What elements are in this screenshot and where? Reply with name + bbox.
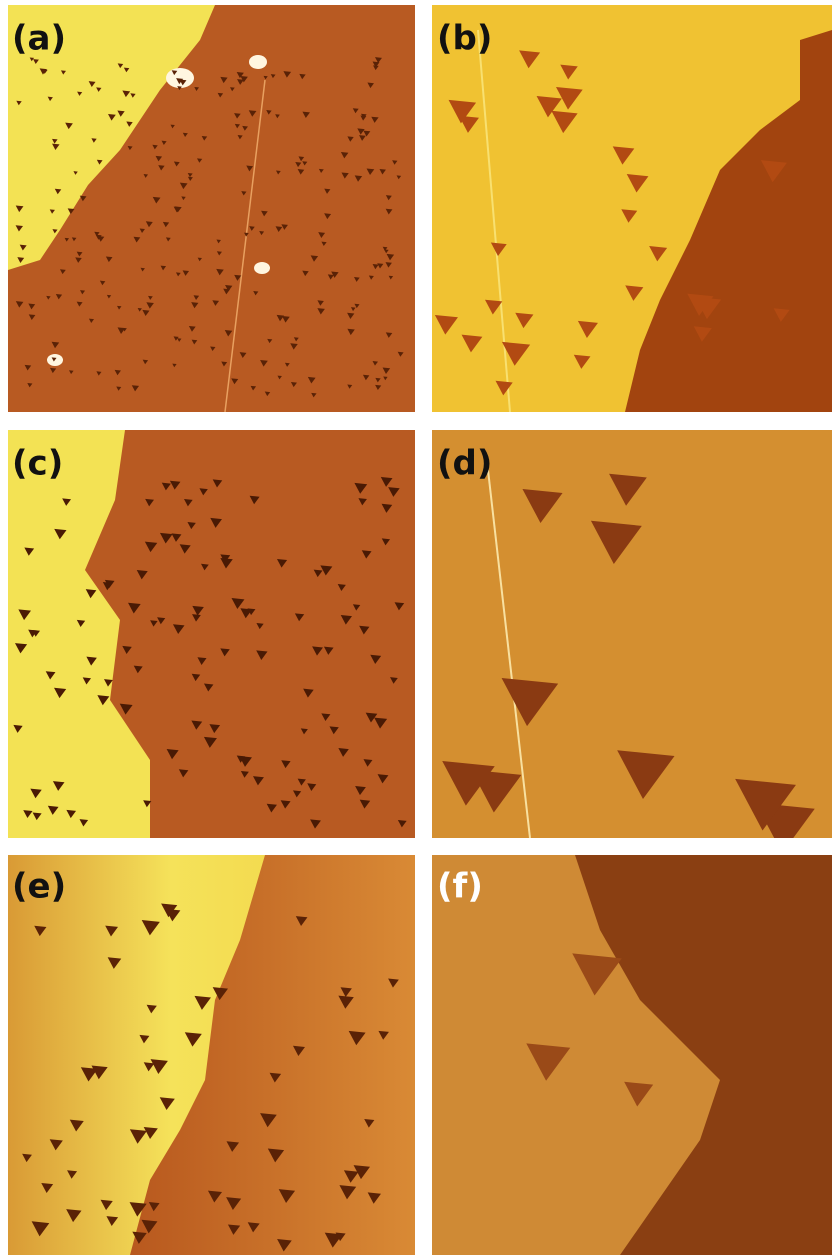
figure: (a) (b) (c) (d) (e) (f) [0, 0, 832, 1260]
panel-label: (c) [12, 444, 63, 484]
panel-label: (a) [12, 19, 66, 59]
adsorbate [249, 55, 267, 69]
panel-f [432, 855, 832, 1255]
panel-c [8, 430, 415, 838]
panel-label: (d) [437, 444, 492, 484]
page: (a) (b) (c) (d) (e) (f) (() => { const d… [0, 0, 832, 1260]
adsorbate [254, 262, 270, 274]
adsorbate [47, 354, 63, 366]
panel-label: (e) [12, 867, 66, 907]
panel-b [432, 5, 832, 412]
panel-label: (b) [437, 19, 492, 59]
adsorbate [166, 68, 194, 88]
panel-label: (f) [437, 867, 483, 907]
panel-a [8, 5, 415, 412]
